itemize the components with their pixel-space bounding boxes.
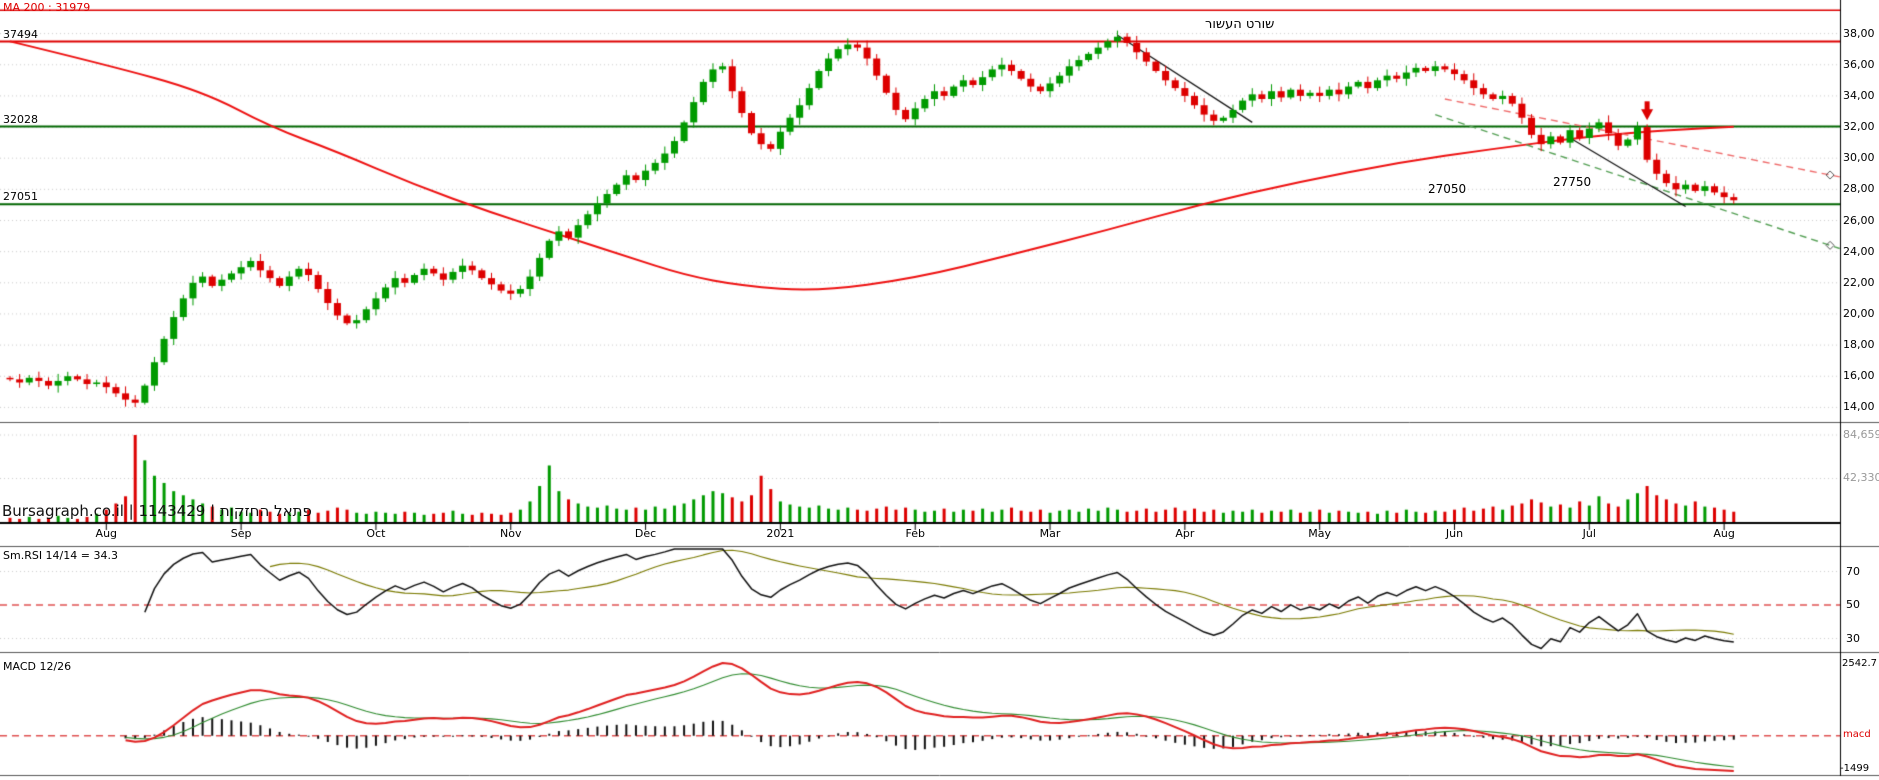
price-axis-label: 26,00 bbox=[1843, 213, 1875, 227]
macd-axis-min: -1499 bbox=[1840, 763, 1870, 774]
rsi-axis-label: 30 bbox=[1846, 631, 1860, 645]
short-annotation: שורט העשור bbox=[1205, 17, 1275, 32]
rsi-axis-label: 70 bbox=[1846, 564, 1860, 578]
ma200-value-label: MA 200 : 31979 bbox=[3, 1, 91, 14]
price-level-label-32028: 32028 bbox=[3, 113, 38, 126]
month-label: 2021 bbox=[766, 527, 795, 540]
price-level-label-37494: 37494 bbox=[3, 28, 38, 41]
month-label: Aug bbox=[95, 527, 118, 540]
month-label: Dec bbox=[634, 527, 657, 540]
volume-axis-label: 84,659 bbox=[1843, 428, 1879, 441]
price-axis-label: 38,00 bbox=[1843, 26, 1875, 40]
rsi-panel-label: Sm.RSI 14/14 = 34.3 bbox=[3, 549, 118, 562]
month-label: May bbox=[1308, 527, 1332, 540]
volume-axis-label: 42,330 bbox=[1843, 471, 1879, 485]
month-label: Apr bbox=[1175, 527, 1195, 540]
rsi-axis-label: 50 bbox=[1846, 598, 1860, 611]
price-axis-label: 34,00 bbox=[1843, 88, 1875, 102]
macd-axis-zero: macd bbox=[1843, 728, 1871, 740]
price-axis-label: 20,00 bbox=[1843, 306, 1875, 320]
month-label: Aug bbox=[1713, 527, 1735, 540]
month-label: Jul bbox=[1582, 527, 1596, 540]
price-axis-label: 16,00 bbox=[1843, 369, 1875, 383]
month-label: Oct bbox=[366, 527, 386, 540]
macd-axis-max: 2542.7 bbox=[1842, 658, 1877, 669]
price-axis-label: 22,00 bbox=[1843, 275, 1875, 289]
month-label: Feb bbox=[905, 527, 925, 540]
price-level-label-27051: 27051 bbox=[3, 190, 38, 203]
watermark-text: Bursagraph.co.il | 1143429 | פתאל החזקות bbox=[2, 502, 312, 520]
price-axis-label: 14,00 bbox=[1843, 400, 1875, 414]
price-axis-label: 24,00 bbox=[1843, 244, 1875, 258]
price-axis-label: 30,00 bbox=[1843, 151, 1875, 165]
macd-panel-label: MACD 12/26 bbox=[3, 660, 72, 673]
month-label: Jun bbox=[1445, 527, 1464, 540]
level-annotation-27750: 27750 bbox=[1553, 175, 1592, 189]
month-label: Sep bbox=[230, 527, 252, 540]
price-axis-label: 36,00 bbox=[1843, 57, 1875, 71]
month-label: Nov bbox=[500, 527, 522, 540]
price-axis-label: 32,00 bbox=[1843, 120, 1875, 134]
price-axis-label: 28,00 bbox=[1843, 182, 1875, 196]
month-label: Mar bbox=[1039, 527, 1061, 540]
level-annotation-27050: 27050 bbox=[1428, 182, 1467, 196]
price-axis-label: 18,00 bbox=[1843, 338, 1875, 352]
